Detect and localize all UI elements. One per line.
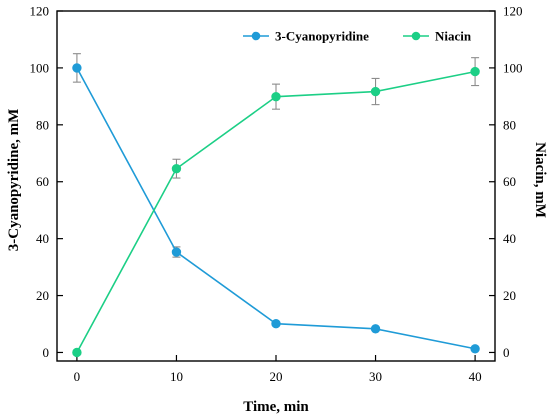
legend: 3-Cyanopyridine Niacin bbox=[243, 29, 472, 44]
right-y-tick-label: 40 bbox=[503, 231, 516, 246]
left-y-axis: 0 20 40 60 80 100 120 bbox=[30, 4, 63, 360]
plot-border bbox=[56, 10, 496, 362]
series-line-3-cyanopyridine bbox=[76, 67, 476, 350]
data-point-niacin bbox=[370, 86, 381, 97]
legend-marker-niacin bbox=[411, 31, 421, 41]
legend-label-3-cyanopyridine: 3-Cyanopyridine bbox=[275, 29, 369, 44]
left-y-tick-label: 60 bbox=[36, 174, 49, 189]
legend-item-niacin: Niacin bbox=[403, 29, 472, 44]
data-point-3-cyanopyridine bbox=[370, 324, 381, 334]
left-y-tick-label: 20 bbox=[36, 288, 49, 303]
data-point-3-cyanopyridine bbox=[271, 319, 281, 329]
series-3-cyanopyridine bbox=[72, 53, 480, 354]
y-axis-title-left: 3-Cyanopyridine, mM bbox=[6, 109, 22, 252]
series-niacin bbox=[72, 57, 480, 358]
left-y-tick-label: 40 bbox=[36, 231, 49, 246]
right-y-tick-label: 0 bbox=[503, 345, 510, 360]
data-point-niacin bbox=[72, 347, 82, 358]
right-y-tick-label: 80 bbox=[503, 117, 516, 132]
legend-item-3-cyanopyridine: 3-Cyanopyridine bbox=[243, 29, 369, 44]
data-point-3-cyanopyridine bbox=[72, 63, 82, 73]
data-point-niacin bbox=[271, 91, 281, 102]
legend-label-niacin: Niacin bbox=[435, 29, 472, 44]
x-tick-label: 30 bbox=[369, 369, 382, 384]
x-tick-label: 10 bbox=[170, 369, 183, 384]
right-y-tick-label: 100 bbox=[503, 60, 523, 75]
x-axis-title: Time, min bbox=[243, 399, 309, 415]
data-point-niacin bbox=[171, 163, 182, 174]
right-y-tick-label: 60 bbox=[503, 174, 516, 189]
legend-marker-3-cyanopyridine bbox=[251, 31, 261, 41]
y-axis-title-right: Niacin, mM bbox=[532, 142, 548, 218]
series-line-niacin bbox=[76, 70, 476, 353]
left-y-tick-label: 120 bbox=[30, 4, 50, 19]
x-tick-label: 0 bbox=[74, 369, 81, 384]
x-tick-label: 40 bbox=[469, 369, 482, 384]
left-y-tick-label: 100 bbox=[30, 60, 50, 75]
right-y-axis: 0 20 40 60 80 100 120 bbox=[489, 4, 523, 360]
series-layer bbox=[72, 53, 480, 358]
plot-frame bbox=[56, 10, 496, 362]
x-axis: 0 10 20 30 40 bbox=[74, 355, 482, 384]
data-point-niacin bbox=[470, 66, 480, 77]
right-y-tick-label: 20 bbox=[503, 288, 516, 303]
data-point-3-cyanopyridine bbox=[171, 247, 182, 257]
left-y-tick-label: 0 bbox=[43, 345, 50, 360]
right-y-tick-label: 120 bbox=[503, 4, 523, 19]
left-y-tick-label: 80 bbox=[36, 117, 49, 132]
x-tick-label: 20 bbox=[270, 369, 283, 384]
data-point-3-cyanopyridine bbox=[470, 344, 480, 354]
